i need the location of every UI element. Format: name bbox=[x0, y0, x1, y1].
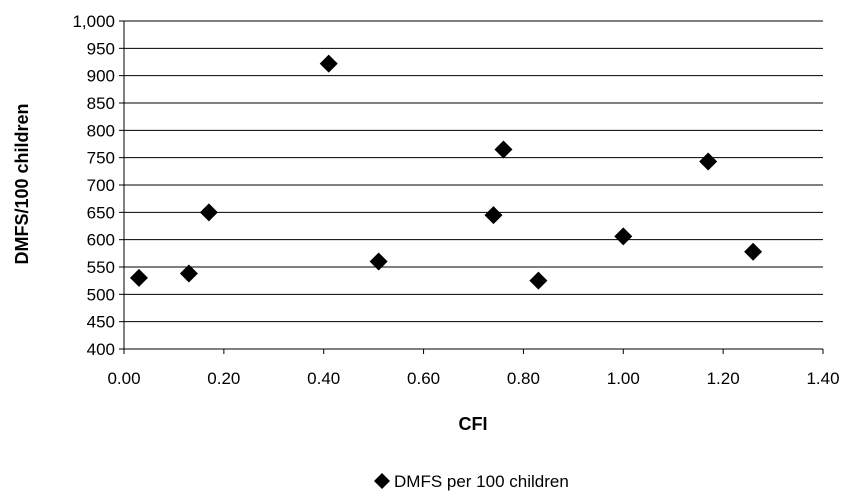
y-tick-label: 750 bbox=[87, 149, 115, 168]
y-tick-label: 650 bbox=[87, 203, 115, 222]
x-tick-label: 1.40 bbox=[806, 369, 839, 388]
x-tick-label: 0.60 bbox=[407, 369, 440, 388]
x-tick-label: 0.20 bbox=[207, 369, 240, 388]
y-tick-label: 950 bbox=[87, 39, 115, 58]
x-tick-label: 0.40 bbox=[307, 369, 340, 388]
y-tick-label: 400 bbox=[87, 340, 115, 359]
data-point-diamond bbox=[699, 152, 718, 171]
data-point-diamond bbox=[614, 227, 633, 246]
axes bbox=[119, 20, 824, 354]
legend-label: DMFS per 100 children bbox=[394, 472, 569, 491]
y-tick-label: 450 bbox=[87, 313, 115, 332]
data-point-diamond bbox=[529, 271, 548, 290]
x-tick-label: 0.00 bbox=[107, 369, 140, 388]
data-point-diamond bbox=[199, 203, 218, 222]
x-axis-title: CFI bbox=[459, 414, 488, 434]
y-tick-label: 850 bbox=[87, 94, 115, 113]
y-axis-title: DMFS/100 children bbox=[12, 103, 32, 264]
data-point-diamond bbox=[319, 54, 338, 73]
y-tick-label: 800 bbox=[87, 121, 115, 140]
data-point-diamond bbox=[484, 206, 503, 225]
y-tick-label: 500 bbox=[87, 285, 115, 304]
legend-diamond-marker bbox=[374, 473, 390, 489]
data-point-diamond bbox=[494, 140, 513, 159]
grid-lines bbox=[124, 20, 823, 323]
x-tick-label: 1.00 bbox=[607, 369, 640, 388]
x-tick-label: 1.20 bbox=[707, 369, 740, 388]
y-tick-label: 600 bbox=[87, 231, 115, 250]
data-points bbox=[129, 54, 763, 290]
data-point-diamond bbox=[129, 268, 148, 287]
y-tick-label: 1,000 bbox=[72, 12, 115, 31]
y-tick-label: 900 bbox=[87, 67, 115, 86]
data-point-diamond bbox=[179, 264, 198, 283]
data-point-diamond bbox=[369, 252, 388, 271]
legend: DMFS per 100 children bbox=[374, 472, 569, 491]
tick-labels: 400 450 500 550 600 650 700 750 800 850 900 950 1,00… bbox=[72, 12, 839, 388]
y-tick-label: 550 bbox=[87, 258, 115, 277]
data-point-diamond bbox=[744, 242, 763, 261]
x-tick-label: 0.80 bbox=[507, 369, 540, 388]
y-tick-label: 700 bbox=[87, 176, 115, 195]
